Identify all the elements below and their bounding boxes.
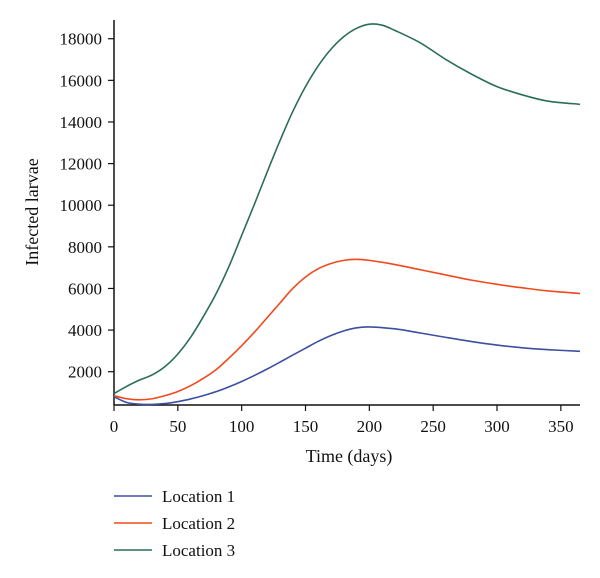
series-line-3	[113, 23, 581, 395]
x-tick-label: 50	[169, 417, 186, 436]
y-tick-label: 10000	[60, 196, 103, 215]
series-line-2	[113, 258, 581, 401]
x-tick-label: 100	[229, 417, 255, 436]
y-tick-label: 6000	[68, 279, 102, 298]
x-tick-label: 300	[484, 417, 510, 436]
y-tick-label: 14000	[60, 113, 103, 132]
x-tick-label: 200	[357, 417, 383, 436]
legend: Location 1 Location 2 Location 3	[114, 487, 235, 560]
y-tick-label: 12000	[60, 155, 103, 174]
axes: 0 50 100 150 200 250 300 350 2000 4000 6000 8000 100…	[60, 20, 580, 436]
x-tick-label: 0	[110, 417, 119, 436]
legend-label-2: Location 2	[162, 514, 235, 533]
y-tick-label: 2000	[68, 363, 102, 382]
y-tick-label: 16000	[60, 71, 103, 90]
x-tick-label: 250	[420, 417, 446, 436]
series-lines	[113, 23, 581, 406]
y-axis-title: Infected larvae	[22, 158, 42, 265]
series-line-1	[113, 326, 581, 406]
y-tick-label: 8000	[68, 238, 102, 257]
x-axis-title: Time (days)	[306, 446, 393, 467]
legend-label-3: Location 3	[162, 541, 235, 560]
x-tick-label: 350	[548, 417, 574, 436]
y-tick-label: 4000	[68, 321, 102, 340]
legend-label-1: Location 1	[162, 487, 235, 506]
x-tick-label: 150	[293, 417, 319, 436]
y-tick-label: 18000	[60, 30, 103, 49]
